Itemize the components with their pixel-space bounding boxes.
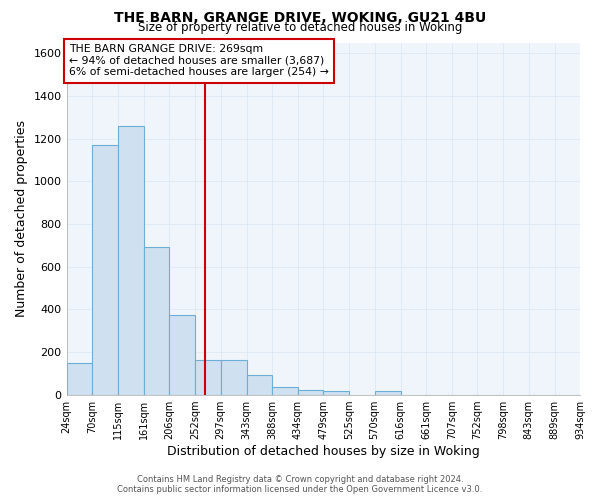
Bar (323, 392, 349, 394)
Bar (195, 360, 221, 394)
Bar (374, 392, 401, 394)
Bar (67, 363, 92, 394)
Text: THE BARN, GRANGE DRIVE, WOKING, GU21 4BU: THE BARN, GRANGE DRIVE, WOKING, GU21 4BU (114, 11, 486, 25)
Text: Contains HM Land Registry data © Crown copyright and database right 2024.
Contai: Contains HM Land Registry data © Crown c… (118, 474, 482, 494)
X-axis label: Distribution of detached houses by size in Woking: Distribution of detached houses by size … (167, 444, 479, 458)
Bar (247, 376, 272, 394)
Y-axis label: Number of detached properties: Number of detached properties (15, 120, 28, 317)
Bar (298, 390, 323, 394)
Bar (169, 314, 195, 394)
Bar (272, 387, 298, 394)
Bar (221, 360, 247, 394)
Bar (144, 248, 169, 394)
Text: Size of property relative to detached houses in Woking: Size of property relative to detached ho… (138, 22, 462, 35)
Bar (92, 145, 118, 394)
Bar (118, 126, 144, 394)
Text: THE BARN GRANGE DRIVE: 269sqm
← 94% of detached houses are smaller (3,687)
6% of: THE BARN GRANGE DRIVE: 269sqm ← 94% of d… (69, 44, 329, 78)
